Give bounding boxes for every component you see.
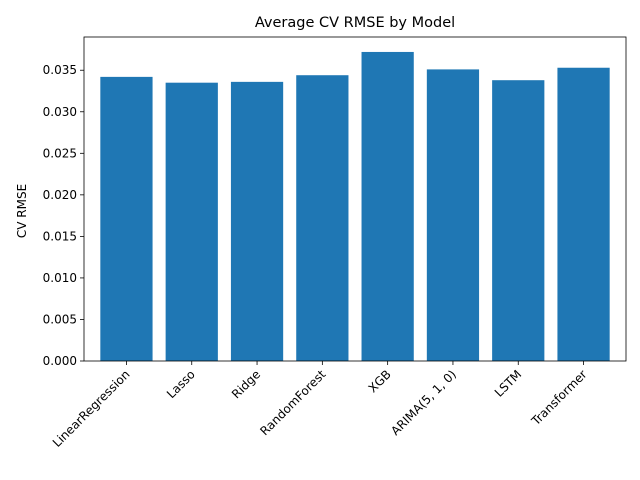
x-tick-label: RandomForest [257,367,328,438]
x-tick-label: LinearRegression [50,367,133,450]
bar-arima-5-1-0 [426,69,480,362]
y-tick-label: 0.030 [43,105,77,119]
bar-randomforest [296,75,349,361]
bars-group [100,51,610,362]
bar-lasso [165,82,218,361]
y-tick-label: 0.015 [43,229,77,243]
bar-lstm [492,80,545,361]
x-tick-label: ARIMA(5, 1, 0) [388,367,459,438]
y-tick-label: 0.000 [43,354,77,368]
y-tick-label: 0.035 [43,63,77,77]
chart-title: Average CV RMSE by Model [255,15,455,31]
bar-xgb [361,51,414,361]
bar-linearregression [100,76,153,361]
bar-ridge [230,81,284,361]
plot-frame [83,36,627,362]
y-tick-label: 0.005 [43,312,77,326]
x-tick-label: Transformer [528,367,590,429]
x-tick-label: XGB [366,367,394,395]
y-tick-label: 0.025 [43,146,77,160]
y-axis: 0.000 0.005 0.010 0.015 0.020 0.025 0.030 0.035 [43,63,84,368]
y-axis-title: CV RMSE [15,184,29,238]
y-tick-label: 0.020 [43,188,77,202]
x-tick-label: LSTM [492,367,525,400]
y-tick-label: 0.010 [43,271,77,285]
x-tick-label: Lasso [164,367,198,401]
bar-transformer [557,67,610,361]
x-tick-label: Ridge [229,367,263,401]
